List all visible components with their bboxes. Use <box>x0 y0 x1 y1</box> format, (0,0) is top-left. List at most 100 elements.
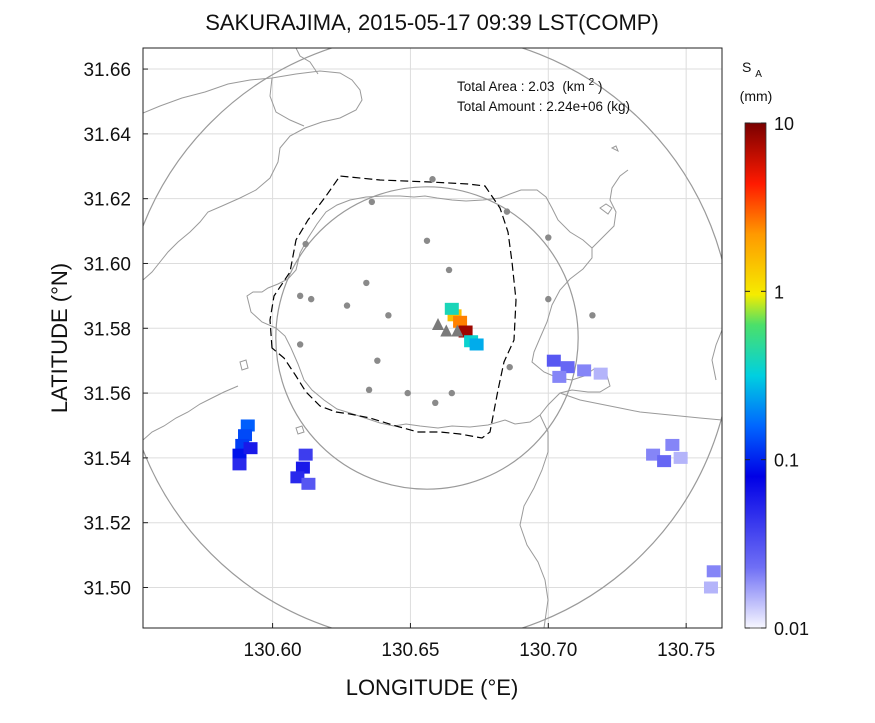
station-point <box>545 295 552 303</box>
station-point <box>302 240 309 248</box>
ash-cells <box>232 302 721 594</box>
coastline-north-2 <box>295 48 319 75</box>
station-point <box>423 237 431 244</box>
y-tick-label: 31.50 <box>83 578 131 599</box>
chart-title: SAKURAJIMA, 2015-05-17 09:39 LST(COMP) <box>205 10 659 35</box>
ash-cell <box>290 471 305 484</box>
y-axis-label: LATITUDE (°N) <box>47 263 72 413</box>
coastline-north-3 <box>269 77 305 127</box>
vent-marker <box>440 324 453 337</box>
plot-background <box>143 48 722 628</box>
ash-cell <box>673 451 688 464</box>
y-tick-label: 31.52 <box>83 514 131 535</box>
station-point <box>506 363 513 371</box>
coastline-south <box>519 414 549 628</box>
ash-cell <box>703 581 718 594</box>
coastline-far-east <box>711 329 722 381</box>
y-tick-label: 31.66 <box>83 60 131 81</box>
station-point <box>503 208 511 215</box>
station-point <box>374 357 381 364</box>
total-amount-text: Total Amount : 2.24e+06 (kg) <box>457 99 630 114</box>
ash-cell <box>469 338 484 351</box>
vent-marker <box>432 318 445 331</box>
coastline-east <box>591 169 629 249</box>
ash-cell <box>577 364 592 377</box>
y-tick-label: 31.60 <box>83 254 131 275</box>
station-point <box>296 292 304 300</box>
x-tick-label: 130.75 <box>657 640 715 661</box>
station-point <box>385 312 392 319</box>
ash-cell <box>238 429 253 442</box>
colorbar-ramp <box>744 122 767 629</box>
coastline-southeast <box>559 392 722 421</box>
total-area-close: ) <box>598 79 603 94</box>
station-point <box>343 302 351 309</box>
coastline-sakurajima <box>246 189 611 429</box>
colorbar-tick-label: 1 <box>774 282 784 302</box>
station-point <box>296 341 304 348</box>
ash-cell <box>706 565 721 578</box>
total-area-text: Total Area : 2.03 (km 2 ) <box>457 73 602 94</box>
station-point <box>307 295 315 303</box>
total-area-unit: (km <box>562 79 585 94</box>
coastline-islet-4 <box>295 425 305 435</box>
total-area-label: Total Area : 2.03 <box>457 79 555 94</box>
ash-cell <box>560 361 575 374</box>
ash-cell <box>243 442 258 455</box>
station-point <box>365 386 373 394</box>
ash-cell <box>240 419 255 432</box>
coastline-islet-3 <box>239 359 249 371</box>
ash-cell <box>657 455 672 468</box>
station-point <box>432 399 439 407</box>
ash-cell <box>232 458 247 471</box>
coastline-north <box>143 70 363 281</box>
x-tick-label: 130.60 <box>244 640 302 661</box>
station-point <box>368 198 376 206</box>
y-tick-label: 31.62 <box>83 190 131 211</box>
colorbar-tick-label: 0.1 <box>774 451 799 471</box>
x-axis-ticks: 130.60 130.65 130.70 130.75 <box>244 623 715 661</box>
ash-cell <box>232 448 247 461</box>
total-area-sup: 2 <box>589 77 595 88</box>
ash-cell <box>665 438 680 451</box>
colorbar-label-sub: A <box>755 69 762 80</box>
vents <box>432 318 464 337</box>
station-point <box>589 312 596 319</box>
ash-cell <box>444 302 459 315</box>
x-tick-label: 130.70 <box>519 640 577 661</box>
y-tick-label: 31.64 <box>83 125 131 146</box>
colorbar-tick-label: 10 <box>774 114 794 134</box>
coastline-west <box>143 385 239 441</box>
colorbar-tick-label: 0.01 <box>774 619 809 639</box>
ash-cell <box>301 477 316 490</box>
coastline-islet-2 <box>610 145 619 153</box>
station-point <box>545 234 552 241</box>
ash-cell <box>593 367 608 380</box>
colorbar-unit: (mm) <box>740 88 773 104</box>
coastline-islet-1 <box>599 203 613 215</box>
colorbar-label-main: S <box>742 59 751 75</box>
map-plot-area: 130.60 130.65 130.70 130.75 31.50 31.52 31.54… <box>83 47 723 661</box>
x-axis-label: LONGITUDE (°E) <box>346 675 519 700</box>
station-point <box>445 266 453 274</box>
ash-cell <box>646 448 661 461</box>
station-point <box>404 389 411 397</box>
colorbar-label: S A <box>742 59 762 80</box>
colorbar-ticks: 10 1 0.1 0.01 <box>745 114 809 639</box>
ash-cell <box>298 448 313 461</box>
range-circle <box>275 186 579 490</box>
y-tick-label: 31.58 <box>83 319 131 340</box>
ash-cell <box>546 354 561 367</box>
coastline <box>143 48 722 628</box>
station-point <box>448 389 455 397</box>
y-tick-label: 31.56 <box>83 384 131 405</box>
vent-marker <box>451 324 464 337</box>
ash-cell <box>453 315 468 328</box>
stations <box>296 176 596 407</box>
ash-cell <box>295 461 310 474</box>
ash-cell <box>552 370 567 383</box>
y-tick-label: 31.54 <box>83 449 131 470</box>
plot-frame <box>142 47 723 629</box>
range-circles <box>143 48 722 628</box>
